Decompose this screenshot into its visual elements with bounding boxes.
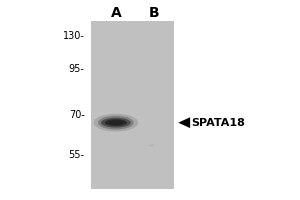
Polygon shape <box>178 117 190 128</box>
Text: B: B <box>149 6 160 20</box>
Ellipse shape <box>101 118 131 128</box>
Ellipse shape <box>105 119 127 126</box>
Ellipse shape <box>94 114 138 132</box>
Ellipse shape <box>150 144 153 146</box>
Text: SPATA18: SPATA18 <box>192 118 245 128</box>
FancyBboxPatch shape <box>91 21 174 189</box>
Text: 95-: 95- <box>69 64 85 74</box>
Ellipse shape <box>98 116 134 130</box>
Text: 55-: 55- <box>69 150 85 160</box>
Text: 70-: 70- <box>69 110 85 120</box>
Ellipse shape <box>108 120 123 125</box>
Text: A: A <box>110 6 121 20</box>
Text: 130-: 130- <box>63 31 85 41</box>
